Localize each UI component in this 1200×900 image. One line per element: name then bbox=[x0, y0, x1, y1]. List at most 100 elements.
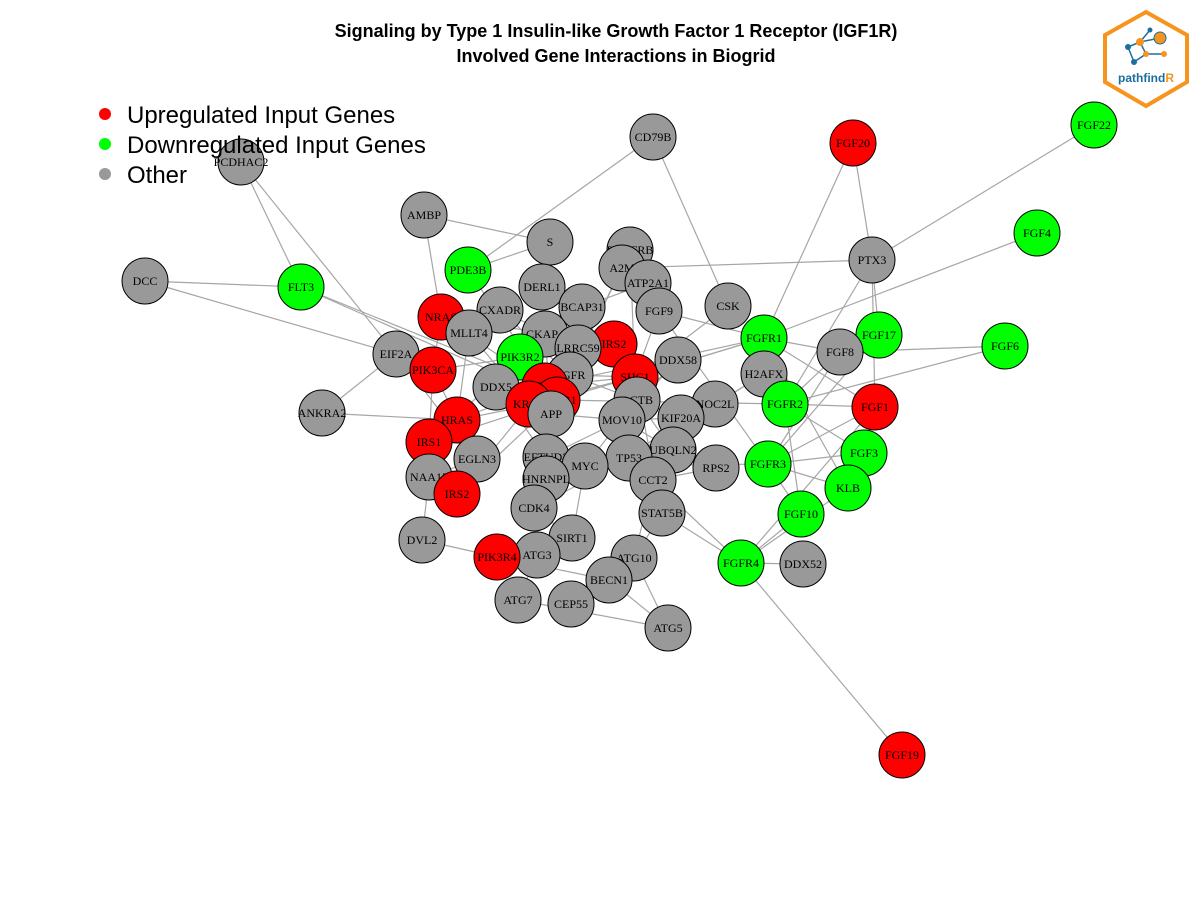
node-circle-fgf9 bbox=[635, 287, 683, 335]
node-irs2: IRS2 bbox=[590, 320, 638, 368]
node-fgf22: FGF22 bbox=[1070, 101, 1118, 149]
node-label-pcdhac2: PCDHAC2 bbox=[214, 155, 269, 169]
logo-node-1 bbox=[1153, 31, 1167, 45]
node-label-cxadr: CXADR bbox=[479, 303, 521, 317]
node-circle-fgf1 bbox=[851, 383, 899, 431]
node-label-pik3r2: PIK3R2 bbox=[500, 350, 539, 364]
node-circle-becn1 bbox=[585, 556, 633, 604]
node-circle-irs2b bbox=[433, 470, 481, 518]
node-dcc: DCC bbox=[121, 257, 169, 305]
title-line-1: Signaling by Type 1 Insulin-like Growth … bbox=[335, 21, 898, 41]
node-label-kif20a: KIF20A bbox=[661, 411, 701, 425]
node-label-egln3: EGLN3 bbox=[458, 452, 496, 466]
legend: Upregulated Input Genes Downregulated In… bbox=[99, 102, 426, 189]
logo-node-7 bbox=[1147, 27, 1153, 33]
node-cep55: CEP55 bbox=[547, 580, 595, 628]
node-label-ckap4: CKAP4 bbox=[526, 327, 564, 341]
node-label-fgf20: FGF20 bbox=[836, 136, 870, 150]
node-circle-stat5b bbox=[638, 489, 686, 537]
node-label-fgf1: FGF1 bbox=[861, 400, 889, 414]
node-circle-ptx3 bbox=[848, 236, 896, 284]
node-label-fgfr3: FGFR3 bbox=[750, 457, 786, 471]
node-label-bcap31: BCAP31 bbox=[560, 300, 603, 314]
node-stat5b: STAT5B bbox=[638, 489, 686, 537]
node-label-atg3: ATG3 bbox=[522, 548, 551, 562]
node-label-fgf19: FGF19 bbox=[885, 748, 919, 762]
node-label-s: S bbox=[547, 235, 554, 249]
edge-pcdhac2-eif2a bbox=[240, 161, 397, 355]
node-label-pik3ca: PIK3CA bbox=[412, 363, 454, 377]
node-atg7: ATG7 bbox=[494, 576, 542, 624]
node-circle-cep55 bbox=[547, 580, 595, 628]
edge-fgf20-fgfr1 bbox=[763, 142, 854, 339]
node-circle-pde3b bbox=[444, 246, 492, 294]
node-label-ddx52: DDX52 bbox=[784, 557, 822, 571]
node-fgfr4: FGFR4 bbox=[717, 539, 765, 587]
node-label-pde3b: PDE3B bbox=[450, 263, 487, 277]
legend-swatch-down bbox=[99, 138, 111, 150]
node-label-flt3: FLT3 bbox=[288, 280, 314, 294]
node-fgf20: FGF20 bbox=[829, 119, 877, 167]
node-label-h2afx: H2AFX bbox=[745, 367, 784, 381]
node-label-atg10: ATG10 bbox=[616, 551, 651, 565]
node-circle-flt3 bbox=[277, 263, 325, 311]
node-label-eif2a: EIF2A bbox=[380, 347, 413, 361]
node-label-dvl2: DVL2 bbox=[407, 533, 438, 547]
node-circle-fgf20 bbox=[829, 119, 877, 167]
node-fgfr3: FGFR3 bbox=[744, 440, 792, 488]
edge-fgf6-fgfr2 bbox=[784, 345, 1006, 405]
logo-node-2 bbox=[1136, 38, 1144, 46]
node-label-irs2: IRS2 bbox=[602, 337, 627, 351]
node-fgf3: FGF3 bbox=[840, 429, 888, 477]
node-circle-fgfr2 bbox=[761, 380, 809, 428]
node-eif2a: EIF2A bbox=[372, 330, 420, 378]
node-label-fgfr1: FGFR1 bbox=[746, 331, 782, 345]
node-mov10: MOV10 bbox=[598, 396, 646, 444]
logo-node-5 bbox=[1161, 51, 1167, 57]
node-label-cd79b: CD79B bbox=[635, 130, 672, 144]
node-atg3: ATG3 bbox=[513, 531, 561, 579]
node-label-lrrc59: LRRC59 bbox=[556, 341, 599, 355]
node-fgfr1: FGFR1 bbox=[740, 314, 788, 362]
node-circle-rps2 bbox=[692, 444, 740, 492]
node-label-fgf9: FGF9 bbox=[645, 304, 673, 318]
node-circle-fgfr3 bbox=[744, 440, 792, 488]
node-circle-dvl2 bbox=[398, 516, 446, 564]
node-label-fgfr2: FGFR2 bbox=[767, 397, 803, 411]
node-fgf19: FGF19 bbox=[878, 731, 926, 779]
node-circle-atg5 bbox=[644, 604, 692, 652]
node-circle-ddx58 bbox=[654, 336, 702, 384]
legend-swatch-up bbox=[99, 108, 111, 120]
node-dvl2: DVL2 bbox=[398, 516, 446, 564]
node-label-cct2: CCT2 bbox=[638, 473, 667, 487]
node-label-ddx5: DDX5 bbox=[480, 380, 512, 394]
node-label-pik3r4: PIK3R4 bbox=[477, 550, 516, 564]
node-label-cep55: CEP55 bbox=[554, 597, 588, 611]
legend-swatch-other bbox=[99, 168, 111, 180]
node-circle-fgf6 bbox=[981, 322, 1029, 370]
node-fgf4: FGF4 bbox=[1013, 209, 1061, 257]
node-circle-fgf19 bbox=[878, 731, 926, 779]
node-circle-fgfr4 bbox=[717, 539, 765, 587]
node-circle-ddx52 bbox=[779, 540, 827, 588]
node-circle-mllt4 bbox=[445, 309, 493, 357]
node-label-mllt4: MLLT4 bbox=[450, 326, 488, 340]
node-label-ptx3: PTX3 bbox=[858, 253, 887, 267]
edge-dcc-eif2a bbox=[144, 280, 397, 355]
node-cd79b: CD79B bbox=[629, 113, 677, 161]
logo-hexagon bbox=[1103, 9, 1189, 109]
node-label-fgf22: FGF22 bbox=[1077, 118, 1111, 132]
node-label-ddx58: DDX58 bbox=[659, 353, 697, 367]
node-ddx58: DDX58 bbox=[654, 336, 702, 384]
logo-node-6 bbox=[1131, 59, 1137, 65]
node-circle-fgf8 bbox=[816, 328, 864, 376]
node-pcdhac2: PCDHAC2 bbox=[214, 138, 269, 186]
node-sirt1: SIRT1 bbox=[548, 514, 596, 562]
node-label-ankra2: ANKRA2 bbox=[298, 406, 347, 420]
node-label-csk: CSK bbox=[716, 299, 740, 313]
node-circle-cdk4 bbox=[510, 484, 558, 532]
node-nras: NRAS bbox=[417, 293, 465, 341]
node-irs2b: IRS2 bbox=[433, 470, 481, 518]
node-myc: MYC bbox=[561, 442, 609, 490]
node-csk: CSK bbox=[704, 282, 752, 330]
